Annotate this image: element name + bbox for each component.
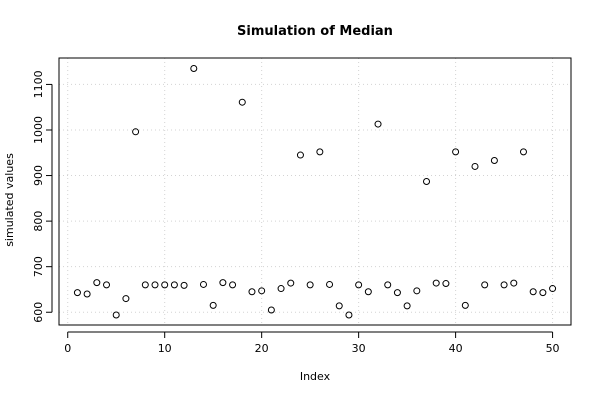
plot-box (58, 57, 572, 326)
x-axis: 0 10 20 30 40 50 (64, 331, 560, 355)
y-tick-label-4: 1000 (32, 116, 45, 144)
data-point-24 (296, 151, 304, 159)
data-point-27 (326, 280, 334, 288)
data-point-34 (393, 289, 401, 297)
data-point-23 (287, 279, 295, 287)
y-axis: 600 700 800 900 1000 1100 (32, 70, 53, 323)
chart-title: Simulation of Median (237, 24, 393, 39)
data-point-25 (306, 281, 314, 289)
data-point-8 (141, 281, 149, 289)
x-tick-label-3: 30 (352, 342, 366, 355)
data-point-48 (529, 288, 537, 296)
data-point-5 (112, 311, 120, 319)
data-point-42 (471, 162, 479, 170)
data-point-38 (432, 279, 440, 287)
data-point-35 (403, 302, 411, 310)
data-point-32 (374, 120, 382, 128)
data-point-4 (103, 281, 111, 289)
data-point-29 (345, 311, 353, 319)
data-point-16 (219, 279, 227, 287)
data-point-39 (442, 280, 450, 288)
data-point-21 (267, 306, 275, 314)
data-point-7 (132, 128, 140, 136)
data-point-13 (190, 64, 198, 72)
data-point-45 (500, 281, 508, 289)
y-axis-label: simulated values (3, 153, 16, 247)
x-axis-label: Index (300, 370, 331, 383)
y-tick-label-1: 700 (32, 256, 45, 277)
data-point-20 (258, 287, 266, 295)
x-tick-label-5: 50 (546, 342, 560, 355)
data-point-41 (461, 301, 469, 309)
y-tick-label-0: 600 (32, 302, 45, 323)
data-point-17 (229, 281, 237, 289)
data-point-43 (481, 281, 489, 289)
y-tick-label-2: 800 (32, 211, 45, 232)
data-point-37 (423, 177, 431, 185)
data-point-9 (151, 281, 159, 289)
data-point-10 (161, 281, 169, 289)
data-point-44 (490, 157, 498, 165)
data-point-36 (413, 287, 421, 295)
data-point-49 (539, 289, 547, 297)
data-point-46 (510, 279, 518, 287)
data-point-6 (122, 295, 130, 303)
data-point-15 (209, 301, 217, 309)
data-point-18 (238, 98, 246, 106)
y-tick-label-3: 900 (32, 165, 45, 186)
data-point-3 (93, 279, 101, 287)
data-points (73, 64, 557, 319)
data-point-33 (384, 281, 392, 289)
data-point-12 (180, 281, 188, 289)
data-point-40 (452, 148, 460, 156)
data-point-19 (248, 288, 256, 296)
data-point-31 (364, 288, 372, 296)
x-tick-label-1: 10 (158, 342, 172, 355)
data-point-11 (170, 281, 178, 289)
data-point-50 (549, 285, 557, 293)
grid (59, 58, 571, 325)
x-tick-label-4: 40 (449, 342, 463, 355)
x-tick-label-0: 0 (64, 342, 71, 355)
y-tick-label-5: 1100 (32, 70, 45, 98)
data-point-28 (335, 302, 343, 310)
data-point-26 (316, 148, 324, 156)
data-point-22 (277, 285, 285, 293)
data-point-47 (519, 148, 527, 156)
data-point-30 (355, 281, 363, 289)
data-point-14 (199, 280, 207, 288)
data-point-1 (73, 289, 81, 297)
x-tick-label-2: 20 (255, 342, 269, 355)
data-point-2 (83, 290, 91, 298)
